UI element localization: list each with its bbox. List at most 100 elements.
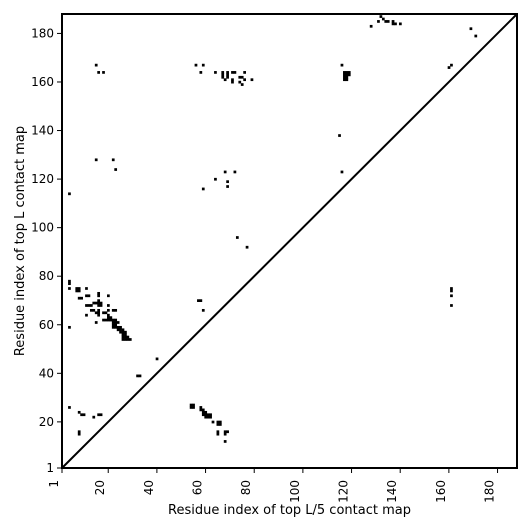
contact-cell-lower	[138, 374, 142, 378]
contact-cell-lower	[107, 294, 110, 298]
contact-cell-lower	[119, 325, 122, 329]
contact-cell-lower	[107, 313, 110, 317]
contact-cell-lower	[68, 325, 71, 329]
contact-cell-lower	[94, 301, 98, 305]
contact-cell-lower	[109, 316, 113, 319]
contact-cell-lower	[97, 301, 101, 305]
contact-cell-lower	[126, 338, 130, 341]
contact-cell-lower	[97, 308, 101, 312]
y-tick-label: 80	[39, 269, 54, 283]
contact-cell-upper	[250, 78, 254, 82]
contact-cell-upper	[240, 75, 244, 79]
contact-cell-lower	[94, 311, 98, 315]
contact-cell-lower	[89, 308, 93, 312]
contact-cell-lower	[107, 318, 110, 322]
contact-cell-upper	[391, 22, 395, 26]
contact-cell-lower	[87, 304, 91, 307]
contact-cell-lower	[192, 406, 195, 409]
contact-cell-lower	[94, 321, 98, 324]
contact-cell-lower	[116, 321, 120, 324]
x-tick-label: 80	[239, 480, 253, 495]
x-axis-label: Residue index of top L/5 contact map	[168, 503, 411, 518]
diagonal-line	[61, 13, 518, 469]
contact-cell-upper	[394, 22, 397, 26]
contact-cell-lower	[68, 406, 71, 409]
contact-cell-lower	[211, 420, 215, 424]
x-axis-ticks: 1 20 40 60 80 100 120 140 160 180	[47, 468, 499, 503]
contact-cell-upper	[233, 170, 237, 174]
contact-cell-upper	[199, 71, 203, 74]
contact-cell-lower	[77, 432, 81, 436]
contact-cell-upper	[245, 245, 249, 249]
contact-cell-upper	[243, 71, 246, 74]
contact-cell-upper	[231, 80, 234, 84]
contact-cell-lower	[201, 408, 205, 412]
contact-cell-lower	[192, 403, 195, 407]
contact-cell-upper	[345, 75, 349, 79]
contact-cell-lower	[85, 313, 88, 317]
contact-cell-lower	[92, 415, 96, 419]
contact-cell-lower	[124, 335, 127, 339]
contact-cell-upper	[343, 75, 346, 79]
contact-cell-upper	[226, 71, 229, 74]
contact-cell-upper	[111, 158, 115, 162]
contact-cell-upper	[238, 75, 242, 79]
contact-cell-upper	[345, 71, 349, 74]
y-tick-label: 120	[31, 172, 54, 186]
y-axis-label: Residue index of top L contact map	[13, 126, 28, 356]
contact-cell-upper	[235, 236, 239, 239]
contact-cell-lower	[216, 432, 220, 436]
contact-cell-lower	[218, 423, 222, 426]
contact-cell-lower	[87, 294, 91, 298]
y-tick-label: 20	[39, 415, 54, 429]
plot-frame	[61, 13, 518, 469]
contact-cell-upper	[343, 71, 346, 74]
contact-cell-upper	[240, 83, 244, 86]
x-tick-label: 60	[191, 480, 205, 495]
contact-cell-lower	[124, 330, 127, 334]
contact-cell-lower	[206, 415, 210, 419]
contact-cell-lower	[92, 301, 96, 305]
x-tick-label: 180	[483, 480, 497, 503]
contact-cell-lower	[204, 410, 208, 414]
contact-cell-lower	[77, 410, 81, 414]
contact-cell-lower	[97, 413, 101, 417]
contact-cell-lower	[99, 301, 103, 305]
contact-cell-lower	[77, 430, 81, 434]
contact-cell-upper	[226, 185, 229, 188]
contact-cell-upper	[226, 73, 229, 77]
y-tick-label: 180	[31, 26, 54, 40]
contact-cell-lower	[111, 323, 115, 327]
contact-cell-lower	[85, 294, 88, 298]
contact-cell-lower	[97, 304, 101, 307]
contact-cell-upper	[450, 63, 453, 67]
contact-cell-upper	[386, 20, 390, 23]
contact-cell-lower	[450, 289, 453, 293]
contact-cell-lower	[104, 318, 108, 322]
contact-cell-lower	[124, 338, 127, 341]
contact-cell-lower	[114, 308, 118, 312]
contact-cell-lower	[199, 406, 203, 409]
contact-cell-lower	[68, 287, 71, 290]
contact-cell-lower	[128, 338, 132, 341]
contact-cell-upper	[114, 168, 118, 171]
contact-cell-upper	[231, 78, 234, 82]
contact-cell-lower	[204, 415, 208, 419]
x-tick-label: 20	[93, 480, 107, 495]
contact-cell-lower	[124, 333, 127, 336]
contact-cell-lower	[155, 357, 159, 361]
contact-cell-lower	[97, 311, 101, 315]
contact-cell-lower	[102, 311, 105, 315]
contact-cell-upper	[97, 71, 101, 74]
contact-cell-upper	[221, 71, 225, 74]
x-tick-label: 40	[142, 480, 156, 495]
y-tick-label: 1	[46, 461, 54, 475]
contact-cell-lower	[77, 296, 81, 300]
contact-cell-lower	[97, 299, 101, 302]
contact-cell-lower	[136, 374, 139, 378]
contact-cell-lower	[121, 338, 125, 341]
y-tick-label: 60	[39, 318, 54, 332]
contact-cell-lower	[77, 289, 81, 293]
